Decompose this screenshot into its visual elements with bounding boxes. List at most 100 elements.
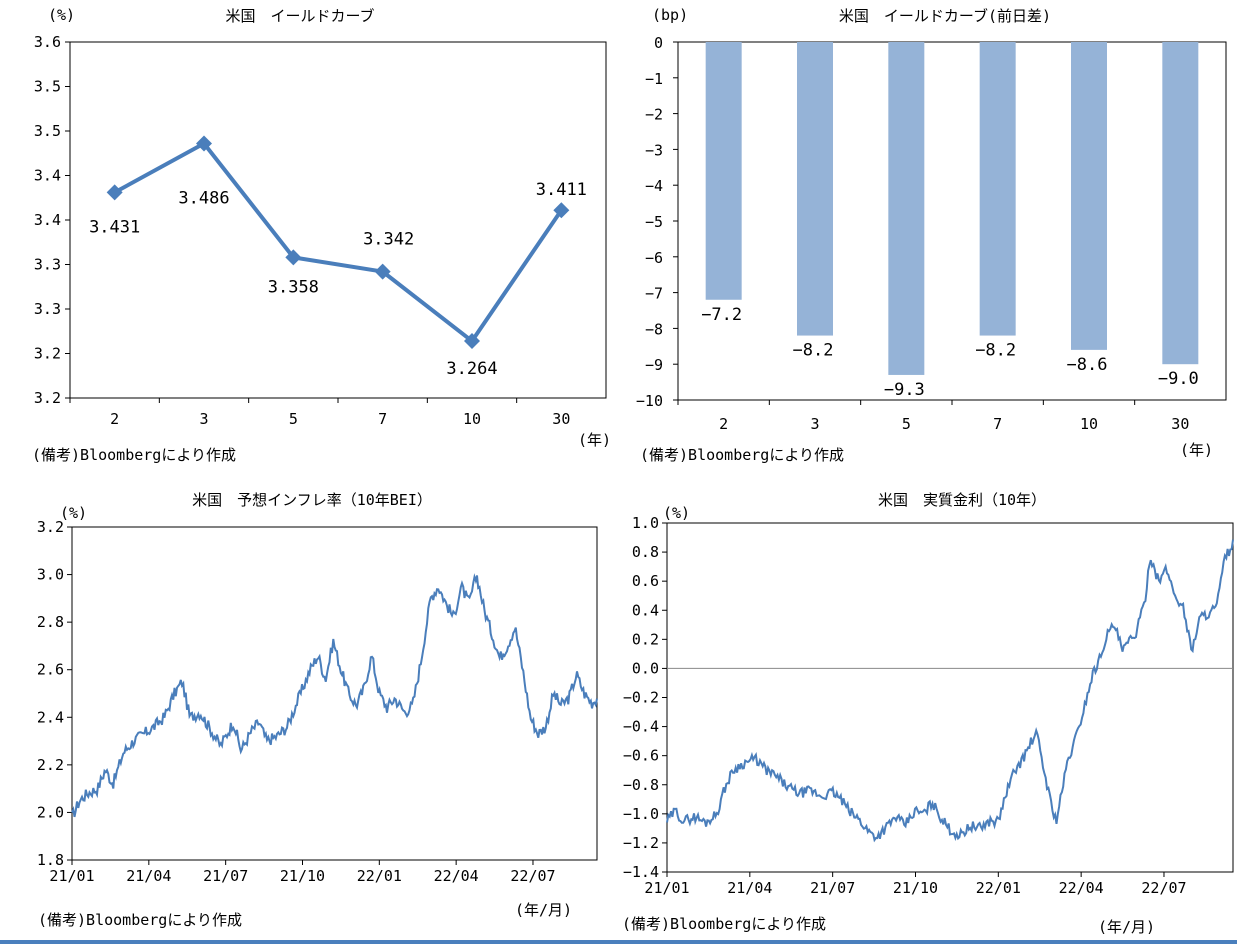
chart3-xtick-label: 21/07 <box>203 867 248 885</box>
chart4-ytick-label: 0.6 <box>632 572 659 590</box>
chart4-xtick-label: 21/01 <box>644 879 689 897</box>
chart2-bar <box>888 42 925 375</box>
chart1-ytick-label: 3.4 <box>34 167 61 185</box>
chart4-ytick-label: −0.4 <box>623 718 659 736</box>
chart4-xtick-label: 21/04 <box>727 879 772 897</box>
chart1-ytick-label: 3.3 <box>34 300 61 318</box>
chart4-ytick-label: 0.0 <box>632 659 659 677</box>
chart1-plot-area <box>69 41 607 399</box>
chart4-xtick-label: 22/01 <box>976 879 1021 897</box>
chart3-xtick-label: 21/04 <box>126 867 171 885</box>
chart2-ytick-label: −10 <box>636 392 663 410</box>
chart1-point <box>285 249 302 266</box>
chart2-xtick-label: 30 <box>1171 415 1189 433</box>
chart4-xunit: (年/月) <box>1098 918 1155 936</box>
chart1-ytick-label: 3.5 <box>34 78 61 96</box>
chart2-bar <box>797 42 833 336</box>
chart1-series-line <box>113 141 563 344</box>
chart2-data-label: −9.0 <box>1158 369 1199 389</box>
chart2-data-label: −9.3 <box>884 380 925 400</box>
real-rate-chart: (%) 米国 実質金利（10年） 1.0 0.8 0.6 0.4 0.2 0.0 −0.2 −… <box>622 491 1234 936</box>
chart2-xunit: (年) <box>1180 441 1213 459</box>
chart4-series-line <box>666 539 1234 843</box>
yield-curve-chart: (%) 米国 イールドカーブ 3.6 3.5 3.5 3.4 3.4 3.3 3.3 3.2 3… <box>32 6 611 464</box>
chart1-title: 米国 イールドカーブ <box>225 7 374 25</box>
chart2-ytick-label: −5 <box>645 213 663 231</box>
chart2-note: (備考)Bloombergにより作成 <box>640 446 844 464</box>
chart2-bar <box>705 42 742 300</box>
chart2-plot-area <box>677 41 1227 401</box>
chart2-bar <box>979 42 1016 336</box>
chart2-data-label: −8.2 <box>793 341 834 361</box>
chart2-xtick-label: 10 <box>1080 415 1098 433</box>
chart3-xtick-label: 22/04 <box>434 867 479 885</box>
chart3-note: (備考)Bloombergにより作成 <box>38 911 242 929</box>
chart2-xtick-label: 7 <box>993 415 1002 433</box>
chart2-ytick-label: −6 <box>645 249 663 267</box>
chart2-title: 米国 イールドカーブ(前日差) <box>839 7 1051 25</box>
chart4-ytick-label: 1.0 <box>632 514 659 532</box>
chart3-ytick-label: 2.6 <box>37 661 64 679</box>
chart3-ytick-label: 2.8 <box>37 613 64 631</box>
chart3-title: 米国 予想インフレ率（10年BEI） <box>192 491 432 509</box>
chart1-data-label: 3.358 <box>268 277 319 297</box>
chart1-xtick-label: 5 <box>289 410 298 428</box>
chart2-data-label: −8.6 <box>1067 355 1108 375</box>
chart3-unit: (%) <box>60 504 87 522</box>
chart2-ytick-label: −1 <box>645 70 663 88</box>
chart2-bar <box>1162 42 1199 365</box>
chart1-data-label: 3.342 <box>363 230 414 250</box>
chart1-xtick-label: 3 <box>199 410 208 428</box>
chart3-ytick-label: 2.2 <box>37 756 64 774</box>
chart3-xtick-label: 22/01 <box>357 867 402 885</box>
chart2-ytick-label: −9 <box>645 356 663 374</box>
chart1-ytick-label: 3.2 <box>34 345 61 363</box>
chart4-xtick-label: 22/07 <box>1141 879 1186 897</box>
chart2-ytick-label: −4 <box>645 177 663 195</box>
chart2-ytick-label: −7 <box>645 285 663 303</box>
chart1-xtick-label: 30 <box>552 410 570 428</box>
chart1-point <box>374 263 391 280</box>
chart4-ytick-label: 0.4 <box>632 601 659 619</box>
chart2-ytick-label: −2 <box>645 106 663 124</box>
chart1-data-label: 3.431 <box>89 217 140 237</box>
chart1-note: (備考)Bloombergにより作成 <box>32 446 236 464</box>
chart3-xtick-label: 22/07 <box>510 867 555 885</box>
chart4-title: 米国 実質金利（10年） <box>878 491 1046 509</box>
chart3-ytick-label: 2.0 <box>37 803 64 821</box>
chart4-ytick-label: −0.8 <box>623 776 659 794</box>
chart1-point <box>196 135 212 152</box>
chart2-data-label: −8.2 <box>975 341 1016 361</box>
chart1-point <box>464 333 480 350</box>
chart1-data-label: 3.264 <box>446 359 497 379</box>
chart2-data-label: −7.2 <box>701 305 742 325</box>
chart1-ytick-label: 3.2 <box>34 389 61 407</box>
bei-chart: (%) 米国 予想インフレ率（10年BEI） 3.2 3.0 2.8 2.6 2.4 2.… <box>37 491 598 929</box>
chart4-xtick-label: 21/10 <box>893 879 938 897</box>
chart3-ytick-label: 3.2 <box>37 518 64 536</box>
chart2-xtick-label: 3 <box>810 415 819 433</box>
chart4-ytick-label: −0.2 <box>623 689 659 707</box>
chart3-xtick-label: 21/01 <box>49 867 94 885</box>
chart4-ytick-label: −0.6 <box>623 747 659 765</box>
chart4-ytick-label: 0.8 <box>632 543 659 561</box>
chart4-unit: (%) <box>663 504 690 522</box>
chart4-ytick-label: −1.0 <box>623 805 659 823</box>
chart1-ytick-label: 3.6 <box>34 33 61 51</box>
chart4-note: (備考)Bloombergにより作成 <box>622 915 826 933</box>
chart4-ytick-label: −1.4 <box>623 863 659 881</box>
chart3-ytick-label: 3.0 <box>37 566 64 584</box>
chart3-ytick-label: 2.4 <box>37 708 64 726</box>
yield-change-chart: (bp) 米国 イールドカーブ(前日差) 0 −1 −2 −3 −4 −5 −6 −7 −8 −9… <box>636 6 1227 464</box>
chart2-xtick-label: 5 <box>902 415 911 433</box>
chart3-ytick-label: 1.8 <box>37 851 64 869</box>
chart1-xunit: (年) <box>578 431 611 449</box>
chart3-xunit: (年/月) <box>515 901 572 919</box>
chart4-ytick-label: 0.2 <box>632 630 659 648</box>
chart4-xtick-label: 21/07 <box>810 879 855 897</box>
chart1-ytick-label: 3.3 <box>34 256 61 274</box>
bottom-rule <box>0 940 1237 944</box>
chart4-xtick-label: 22/04 <box>1059 879 1104 897</box>
chart1-point <box>553 202 570 219</box>
chart1-ytick-label: 3.5 <box>34 122 61 140</box>
